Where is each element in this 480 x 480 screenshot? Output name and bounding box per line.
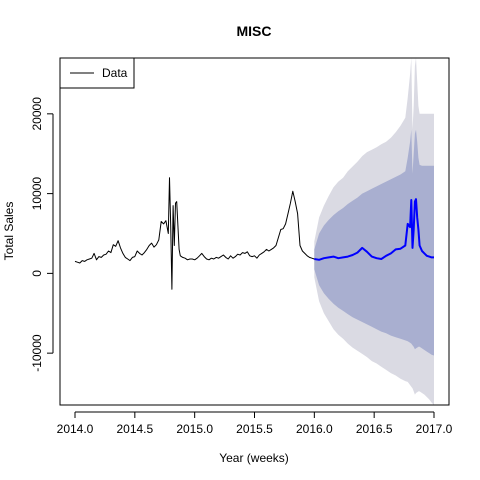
x-axis: 2014.0 2014.5 2015.0 2015.5 2016.0 2016.5 2017…	[57, 411, 453, 436]
series-lines	[74, 177, 434, 290]
y-tick-label: 10000	[30, 177, 44, 211]
x-tick-label: 2016.0	[296, 422, 333, 436]
series-line-data	[74, 177, 315, 290]
y-tick-label: 0	[30, 270, 44, 277]
x-tick-label: 2015.0	[176, 422, 213, 436]
x-tick-label: 2016.5	[356, 422, 393, 436]
legend: Data	[59, 57, 135, 89]
y-tick-label: -10000	[30, 334, 44, 372]
y-axis: -10000 0 10000 20000	[30, 97, 54, 372]
prediction-bands	[314, 58, 434, 405]
chart-title: MISC	[237, 23, 272, 39]
y-axis-title: Total Sales	[2, 202, 16, 261]
band-80-percent	[314, 129, 434, 356]
series-line-forecast	[314, 198, 434, 261]
plot-frame	[59, 57, 450, 406]
x-axis-title: Year (weeks)	[219, 451, 289, 465]
x-tick-label: 2017.0	[416, 422, 453, 436]
x-tick-label: 2014.0	[57, 422, 94, 436]
x-tick-label: 2015.5	[236, 422, 273, 436]
x-tick-label: 2014.5	[116, 422, 153, 436]
y-tick-label: 20000	[30, 97, 44, 131]
legend-label-data: Data	[102, 66, 128, 80]
